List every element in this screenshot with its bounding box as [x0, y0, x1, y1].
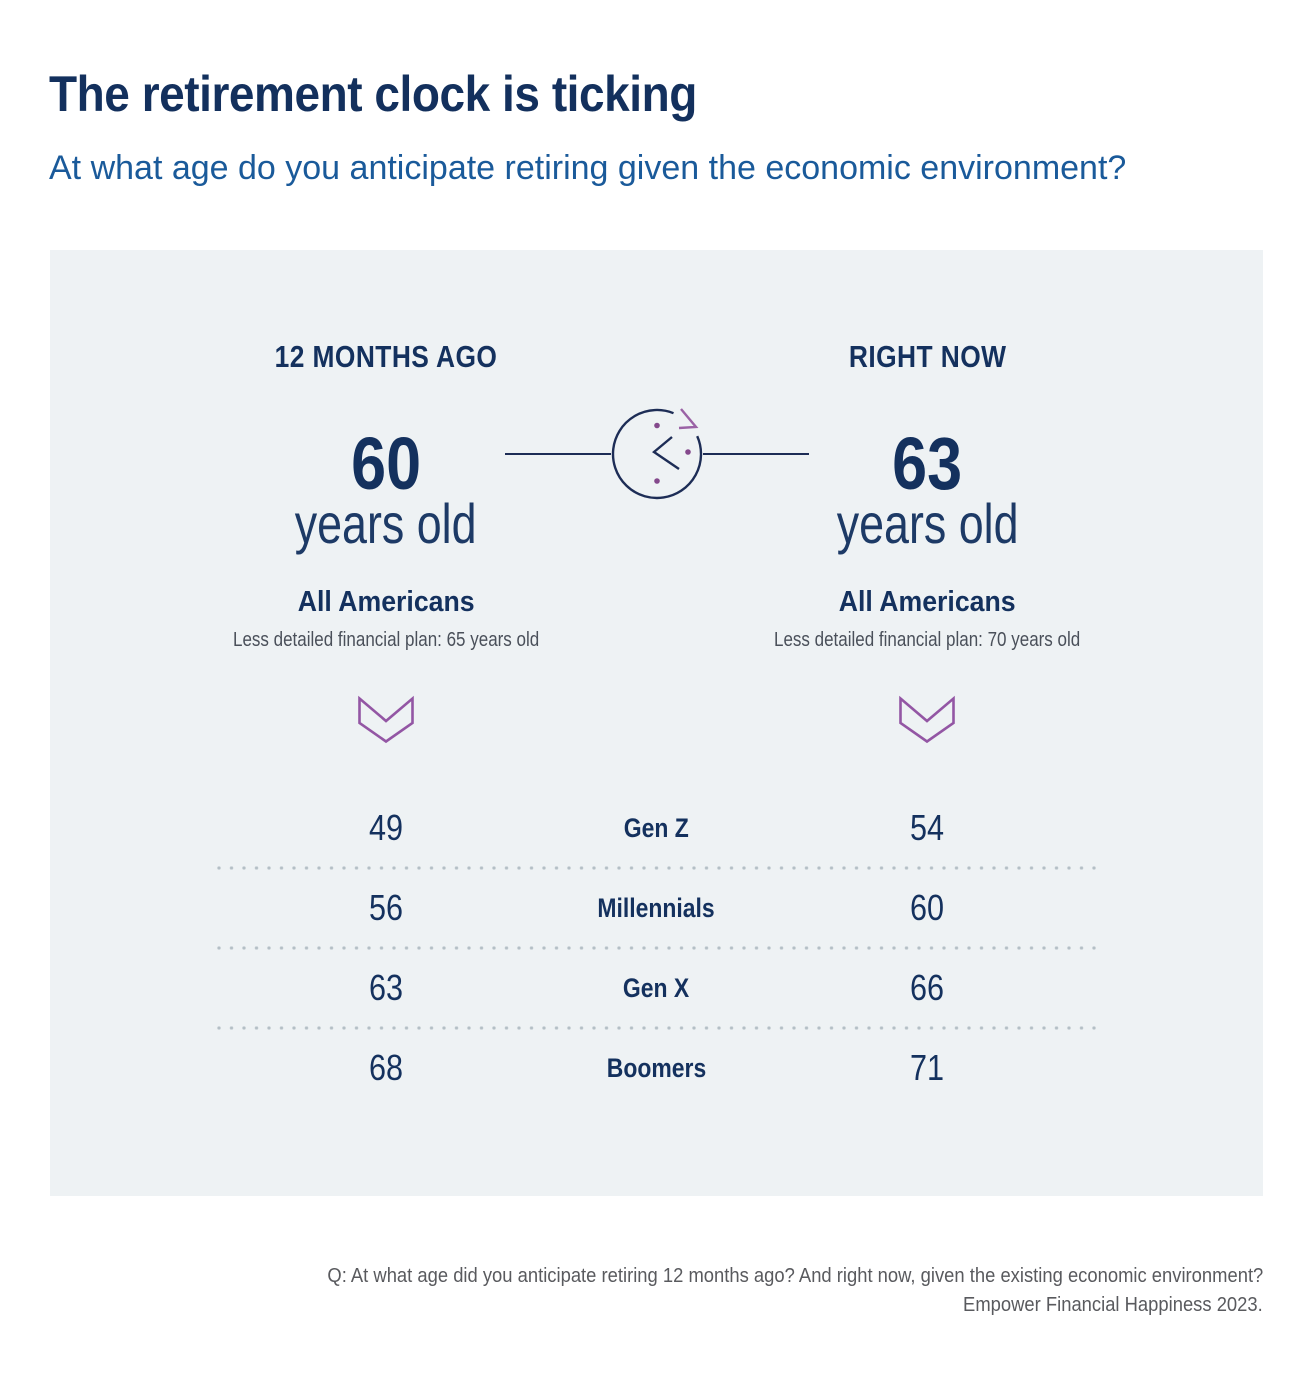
- generation-label: Millennials: [597, 892, 716, 923]
- now-age: 71: [910, 1047, 945, 1088]
- page-subtitle: At what age do you anticipate retiring g…: [49, 149, 1127, 187]
- period-label: RIGHT NOW: [848, 339, 1007, 374]
- chevron-down-icon: [115, 695, 657, 744]
- plan-note: Less detailed financial plan: 70 years o…: [774, 629, 1081, 651]
- past-age: 49: [368, 807, 403, 848]
- header: The retirement clock is ticking At what …: [0, 0, 1313, 188]
- group-label: All Americans: [297, 586, 475, 618]
- generation-label: Gen Z: [623, 812, 690, 843]
- table-row: 68 71 Boomers: [50, 1028, 1263, 1108]
- retirement-age-panel: 12 MONTHS AGO 60 years old All Americans…: [50, 250, 1263, 1196]
- generation-label: Boomers: [606, 1052, 707, 1083]
- column-12-months-ago: 12 MONTHS AGO 60 years old All Americans…: [50, 338, 657, 744]
- connector-line-right: [702, 453, 809, 455]
- generation-label: Gen X: [623, 972, 690, 1003]
- connector-line-left: [504, 453, 611, 455]
- dotted-separator: [213, 1026, 1100, 1030]
- page-title-text: The retirement clock is ticking: [49, 66, 697, 122]
- table-row: 63 66 Gen X: [50, 948, 1263, 1028]
- now-age: 66: [910, 967, 945, 1008]
- chevron-down-icon: [657, 695, 1199, 744]
- comparison-columns: 12 MONTHS AGO 60 years old All Americans…: [50, 338, 1264, 744]
- past-age: 63: [368, 967, 403, 1008]
- dotted-separator: [213, 946, 1100, 950]
- now-age: 54: [910, 807, 945, 848]
- generation-table: 49 54 Gen Z 56 60 Millennials 63: [50, 788, 1263, 1108]
- page-title: The retirement clock is ticking: [49, 66, 1264, 122]
- footnote: Q: At what age did you anticipate retiri…: [50, 1262, 1263, 1320]
- clock-connector: [504, 408, 809, 500]
- period-label: 12 MONTHS AGO: [274, 339, 498, 374]
- clock-countdown-icon: [611, 408, 702, 500]
- survey-question: Q: At what age did you anticipate retiri…: [327, 1265, 1263, 1287]
- age-value: 60: [350, 422, 421, 505]
- table-row: 56 60 Millennials: [50, 868, 1263, 948]
- source-credit: Empower Financial Happiness 2023.: [963, 1294, 1263, 1316]
- past-age: 56: [368, 887, 403, 928]
- plan-note: Less detailed financial plan: 65 years o…: [232, 629, 539, 651]
- group-label: All Americans: [838, 586, 1016, 618]
- age-unit: years old: [836, 492, 1019, 555]
- past-age: 68: [368, 1047, 403, 1088]
- column-right-now: RIGHT NOW 63 years old All Americans Les…: [657, 338, 1264, 744]
- age-value: 63: [892, 422, 963, 505]
- table-row: 49 54 Gen Z: [50, 788, 1263, 868]
- dotted-separator: [213, 866, 1100, 870]
- age-unit: years old: [294, 492, 477, 555]
- now-age: 60: [910, 887, 945, 928]
